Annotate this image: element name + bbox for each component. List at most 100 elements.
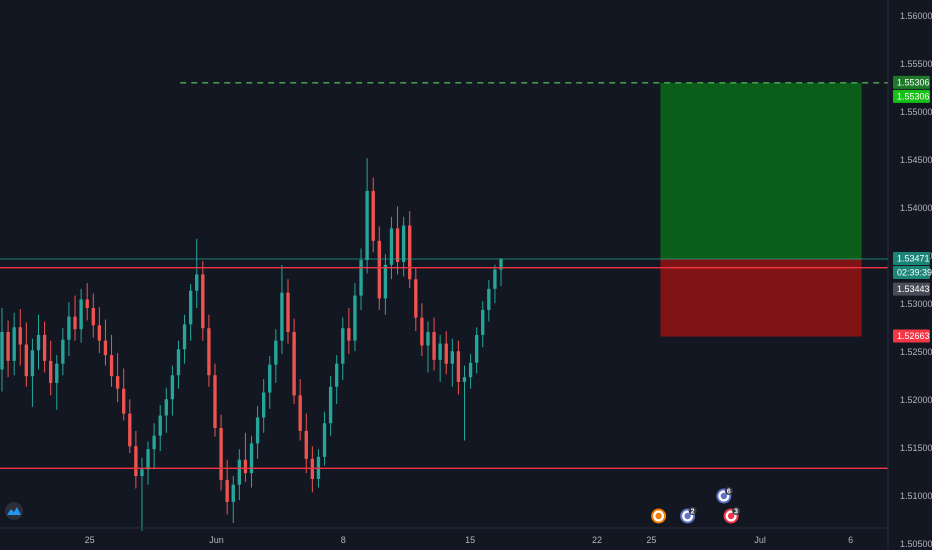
- event-count-text: 6: [727, 488, 731, 495]
- target-tag-2: 1.55306: [893, 89, 930, 103]
- candle-body: [237, 459, 242, 485]
- candle: [140, 457, 144, 531]
- countdown-tag: 02:39:39: [893, 265, 932, 279]
- loss-zone[interactable]: [660, 258, 862, 337]
- candle: [201, 261, 205, 341]
- candle-body: [365, 190, 369, 261]
- candle: [85, 283, 89, 321]
- candle-body: [261, 392, 266, 418]
- profit-zone[interactable]: [660, 82, 862, 259]
- last-price-tag-bg: [893, 251, 930, 265]
- candle: [468, 354, 473, 389]
- candle: [49, 340, 53, 396]
- candle-body: [481, 309, 485, 335]
- candle-body: [298, 395, 302, 431]
- candle: [365, 158, 369, 274]
- last-price-tag-text: 1.53471: [897, 253, 930, 263]
- candle: [170, 365, 175, 416]
- candle-body: [401, 225, 406, 262]
- candle-body: [274, 340, 278, 365]
- event-markers[interactable]: 2 3 6: [651, 487, 741, 524]
- price-tick-label: 1.51500: [900, 443, 932, 453]
- candle: [432, 317, 436, 371]
- candle-body: [353, 295, 357, 341]
- candle-body: [176, 349, 181, 376]
- candle: [134, 430, 138, 489]
- candle: [188, 284, 193, 341]
- event-marker-4[interactable]: 6: [716, 487, 733, 504]
- candle-body: [456, 351, 461, 382]
- candle: [18, 309, 22, 366]
- high-tag-bg: [893, 282, 930, 296]
- candle: [0, 308, 4, 392]
- event-marker-2[interactable]: 2: [680, 507, 697, 524]
- candle-body: [268, 364, 272, 393]
- price-tick-label: 1.52000: [900, 395, 932, 405]
- candle: [97, 307, 102, 354]
- target-tag-bg: [893, 75, 930, 89]
- candle: [401, 216, 406, 277]
- event-count-text: 3: [734, 508, 738, 515]
- candle: [55, 355, 59, 410]
- candle-body: [122, 388, 126, 414]
- candle-body: [6, 332, 10, 361]
- candle-series: [0, 158, 503, 531]
- candle: [444, 331, 448, 375]
- candle: [298, 379, 302, 441]
- position-tool[interactable]: [660, 82, 862, 337]
- candle: [61, 328, 65, 376]
- candle-body: [0, 332, 4, 370]
- candle-body: [213, 375, 217, 429]
- candle: [109, 334, 114, 387]
- candle-body: [322, 423, 327, 457]
- price-tick-label: 1.54500: [900, 155, 932, 165]
- candle-body: [188, 290, 193, 325]
- candle-body: [395, 228, 400, 262]
- horizontal-lines[interactable]: [0, 82, 888, 470]
- candle: [255, 405, 260, 459]
- candle: [243, 432, 248, 482]
- candle: [347, 308, 351, 355]
- candle-body: [73, 316, 77, 330]
- target-tag-text: 1.55306: [897, 77, 930, 87]
- candle-body: [170, 375, 175, 400]
- event-dot: [655, 512, 662, 520]
- candle: [237, 449, 242, 501]
- price-tick-label: 1.54000: [900, 203, 932, 213]
- candle-body: [383, 264, 388, 299]
- candle-body: [432, 332, 436, 360]
- candle: [499, 258, 503, 286]
- tradingview-logo[interactable]: [5, 502, 23, 520]
- candle: [158, 405, 162, 452]
- candle-body: [468, 362, 473, 378]
- price-axis[interactable]: 1.560001.555001.550001.545001.540001.535…: [900, 11, 932, 549]
- time-tick-label: 25: [85, 535, 95, 545]
- candle-body: [243, 459, 248, 474]
- price-tags: 1.55306 1.55306 1.53471 02:39:39 1.53443 1.52…: [893, 75, 932, 343]
- candle-body: [61, 339, 65, 364]
- time-tick-label: 8: [341, 535, 346, 545]
- target-tag: 1.55306: [893, 75, 930, 89]
- candle-body: [164, 399, 168, 416]
- candle: [383, 254, 388, 315]
- time-axis[interactable]: 1825Jun8152225Jul61320: [0, 535, 932, 545]
- event-dot: [684, 512, 691, 520]
- candle: [353, 283, 357, 352]
- candle-body: [67, 316, 71, 340]
- candle: [195, 238, 199, 309]
- candle-body: [12, 327, 16, 361]
- candle-body: [182, 324, 187, 350]
- candle: [371, 177, 375, 253]
- event-count-badge: [732, 507, 741, 515]
- candle: [261, 379, 266, 433]
- event-marker-3[interactable]: 3: [723, 507, 741, 524]
- high-tag: 1.53443: [893, 282, 930, 296]
- candle: [176, 340, 181, 389]
- candle-body: [444, 343, 448, 364]
- event-marker-1[interactable]: [651, 508, 667, 524]
- candle: [274, 329, 278, 383]
- candle: [91, 293, 95, 338]
- candle-body: [280, 292, 284, 341]
- candle: [79, 288, 83, 343]
